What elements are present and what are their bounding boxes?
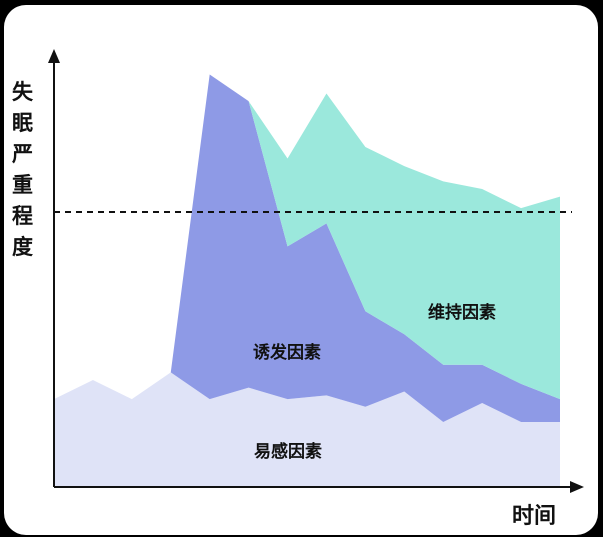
x-axis-arrow — [570, 481, 584, 493]
area-layer — [54, 74, 560, 487]
area-trigger — [54, 74, 560, 423]
x-axis-label: 时间 — [512, 504, 556, 529]
area-maintain — [54, 74, 560, 400]
y-axis-label-char: 程 — [12, 204, 33, 228]
area-susceptible — [54, 372, 560, 487]
y-axis-label-char: 重 — [12, 173, 33, 197]
chart-card: 失眠严重程度 时间 易感因素 诱发因素 维持因素 — [4, 5, 598, 535]
axes — [48, 49, 584, 493]
label-susceptible: 易感因素 — [254, 441, 322, 462]
y-axis-label-char: 失 — [12, 80, 34, 104]
y-axis-label-char: 严 — [12, 142, 33, 166]
label-maintain: 维持因素 — [428, 302, 496, 323]
label-trigger: 诱发因素 — [253, 342, 321, 363]
y-axis-arrow — [48, 49, 60, 63]
y-axis-label-char: 度 — [12, 235, 33, 259]
y-axis-label-char: 眠 — [12, 111, 33, 135]
